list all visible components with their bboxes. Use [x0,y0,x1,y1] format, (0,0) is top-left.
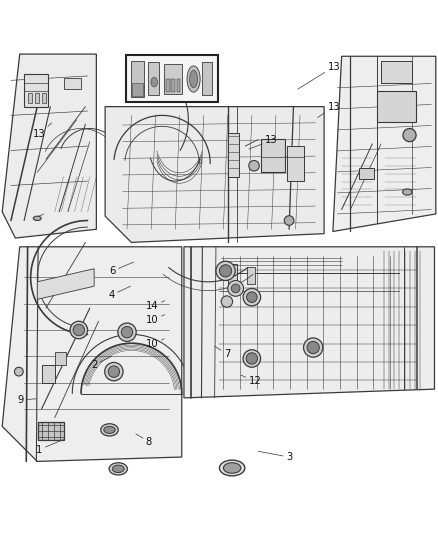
Bar [228,264,237,286]
Bar [35,93,39,103]
Text: 13: 13 [298,62,340,89]
Bar [177,79,180,92]
Text: 7: 7 [215,346,230,359]
Bar [287,146,304,181]
Circle shape [228,280,244,296]
Bar [42,365,55,383]
Circle shape [108,366,120,377]
Ellipse shape [104,426,115,433]
Text: 13: 13 [33,123,52,139]
Ellipse shape [219,460,245,476]
Bar [261,140,285,172]
Bar [28,93,32,103]
Circle shape [249,160,259,171]
Ellipse shape [109,463,127,475]
Bar [126,54,218,102]
Circle shape [219,265,232,277]
Text: 14: 14 [146,301,165,311]
Circle shape [307,342,319,354]
Polygon shape [184,247,434,398]
Bar [42,93,46,103]
Circle shape [246,353,258,364]
Text: 10: 10 [146,339,164,349]
Bar [171,79,175,92]
Circle shape [221,296,233,307]
Bar [381,61,412,83]
Text: 1: 1 [36,440,64,455]
Circle shape [243,288,261,306]
Text: 2: 2 [91,356,112,370]
Circle shape [121,327,133,338]
Bar [164,64,182,94]
Bar [377,91,416,122]
Ellipse shape [223,463,241,473]
Text: 13: 13 [249,135,278,149]
Circle shape [231,284,240,293]
Polygon shape [333,56,436,231]
Bar [148,62,159,95]
Bar [38,422,64,440]
Bar [55,352,66,365]
Polygon shape [2,247,182,462]
Bar [359,168,374,179]
Text: 9: 9 [18,395,36,405]
Bar [202,62,212,95]
Circle shape [243,350,261,367]
Ellipse shape [190,70,198,88]
Circle shape [247,292,257,302]
Circle shape [403,128,416,142]
Bar [228,133,239,177]
Circle shape [73,324,85,336]
Circle shape [216,261,235,280]
Circle shape [284,216,294,225]
Text: 10: 10 [146,314,165,325]
Bar [131,61,144,96]
Text: 8: 8 [136,434,152,447]
Text: 4: 4 [109,286,131,300]
Bar [132,83,143,96]
Text: 13: 13 [318,102,340,118]
Text: 12: 12 [241,375,261,386]
Bar [24,74,48,107]
Text: 6: 6 [110,262,134,276]
Ellipse shape [403,189,412,195]
Ellipse shape [151,77,157,87]
Bar [166,79,170,92]
Bar [247,266,255,284]
Bar [64,78,81,89]
Circle shape [304,338,323,357]
Circle shape [118,323,136,342]
Ellipse shape [112,465,124,473]
Ellipse shape [187,66,200,92]
Text: 3: 3 [258,451,292,462]
Polygon shape [2,54,96,238]
Polygon shape [105,107,324,243]
Circle shape [14,367,23,376]
Polygon shape [37,269,94,300]
Circle shape [105,362,123,381]
Ellipse shape [33,216,41,221]
Circle shape [70,321,88,339]
Ellipse shape [101,424,118,436]
